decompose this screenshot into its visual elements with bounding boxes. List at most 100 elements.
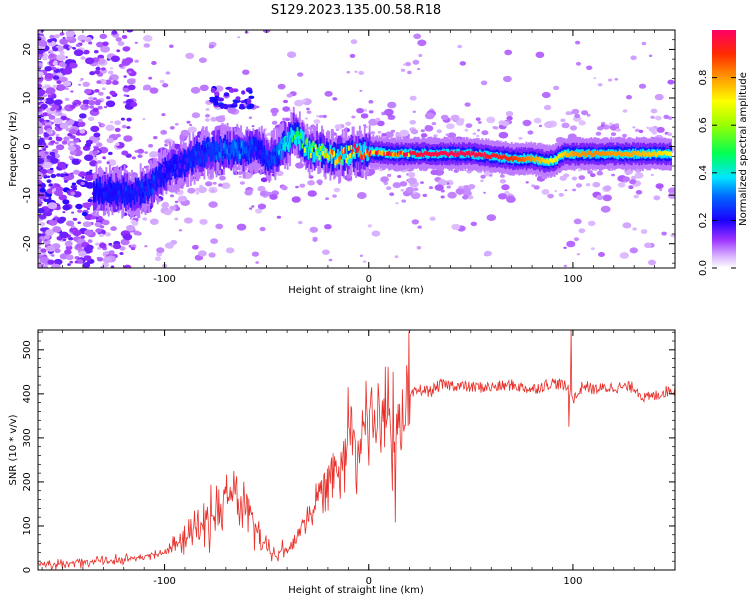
heatmap-ridge-cell — [352, 146, 355, 157]
heatmap-ridge-cell — [602, 152, 605, 156]
heatmap-ridge-cell — [491, 153, 494, 158]
heatmap-ridge-cell — [129, 188, 132, 194]
heatmap-ridge-cell — [294, 123, 296, 140]
heatmap-ridge-cell — [591, 153, 594, 158]
heatmap-ridge-cell — [416, 152, 419, 157]
spectrogram-xlabel: Height of straight line (km) — [288, 285, 424, 296]
heatmap-ridge-cell — [243, 148, 246, 159]
heatmap-ridge-cell — [140, 182, 143, 188]
heatmap-speckle — [58, 216, 67, 222]
heatmap-speckle — [191, 112, 201, 119]
heatmap-ridge-cell — [104, 183, 106, 189]
heatmap-ridge-cell — [332, 149, 334, 155]
heatmap-speckle — [380, 176, 389, 183]
heatmap-ridge-cell — [301, 130, 304, 141]
heatmap-speckle — [67, 263, 71, 266]
heatmap-speckle — [501, 120, 510, 127]
heatmap-speckle — [38, 40, 48, 47]
heatmap-ridge-cell — [354, 148, 356, 159]
heatmap-ridge-cell — [666, 151, 669, 155]
heatmap-ridge-cell — [259, 147, 262, 164]
heatmap-ridge-cell — [417, 153, 420, 157]
heatmap-ridge-cell — [327, 154, 329, 160]
heatmap-ridge-cell — [246, 145, 249, 162]
heatmap-speckle — [55, 144, 65, 151]
heatmap-speckle — [84, 229, 93, 236]
heatmap-ridge-cell — [155, 166, 158, 183]
heatmap-ridge-cell — [170, 158, 173, 169]
heatmap-speckle — [409, 95, 417, 101]
heatmap-speckle — [69, 143, 75, 147]
heatmap-speckle — [563, 264, 568, 268]
heatmap-ridge-cell — [167, 163, 170, 180]
heatmap-speckle — [108, 77, 113, 80]
heatmap-ridge-cell — [104, 184, 106, 201]
heatmap-ridge-cell — [196, 160, 198, 166]
heatmap-speckle — [79, 129, 86, 134]
heatmap-ridge-cell — [247, 149, 250, 160]
heatmap-speckle — [416, 246, 422, 250]
heatmap-ridge-cell — [431, 152, 434, 157]
heatmap-ridge-cell — [297, 134, 300, 145]
heatmap-ridge-cell — [129, 192, 132, 203]
heatmap-speckle — [210, 116, 217, 122]
heatmap-speckle — [190, 86, 201, 94]
heatmap-ridge-cell — [254, 146, 257, 157]
heatmap-ridge-cell — [241, 141, 244, 147]
heatmap-speckle — [62, 211, 66, 214]
heatmap-speckle — [208, 44, 215, 49]
heatmap-ridge-cell — [296, 128, 299, 139]
heatmap-speckle — [80, 235, 85, 239]
heatmap-ridge-cell — [321, 151, 323, 169]
heatmap-ridge-cell — [289, 135, 291, 146]
heatmap-ridge-cell — [100, 183, 103, 189]
heatmap-speckle — [102, 87, 106, 91]
heatmap-ridge-cell — [464, 153, 467, 157]
heatmap-speckle — [598, 252, 605, 257]
heatmap-speckle — [144, 245, 148, 248]
heatmap-speckle — [60, 76, 68, 83]
heatmap-speckle — [159, 79, 165, 84]
heatmap-speckle — [464, 102, 471, 107]
heatmap-speckle — [399, 181, 408, 187]
heatmap-speckle — [45, 229, 55, 236]
heatmap-speckle — [100, 124, 105, 127]
heatmap-ridge-cell — [154, 168, 157, 186]
heatmap-speckle — [53, 99, 63, 106]
heatmap-ridge-cell — [96, 188, 99, 194]
heatmap-ridge-cell — [670, 151, 672, 156]
heatmap-speckle — [75, 43, 81, 48]
heatmap-speckle — [656, 126, 665, 133]
heatmap-speckle — [653, 195, 661, 201]
heatmap-speckle — [178, 229, 182, 232]
heatmap-speckle — [593, 168, 598, 172]
heatmap-ridge-cell — [270, 137, 273, 165]
heatmap-speckle — [56, 54, 66, 61]
heatmap-speckle — [70, 172, 74, 175]
heatmap-ridge-cell — [442, 151, 445, 156]
heatmap-speckle — [484, 250, 492, 257]
heatmap-speckle — [97, 105, 103, 110]
heatmap-ridge-cell — [182, 159, 185, 165]
heatmap-ridge-cell — [513, 156, 516, 160]
heatmap-speckle — [50, 140, 56, 144]
heatmap-ridge-cell — [120, 187, 122, 198]
heatmap-blob-cell — [248, 103, 255, 109]
heatmap-ridge-cell — [98, 181, 100, 187]
heatmap-speckle — [69, 150, 77, 156]
heatmap-speckle — [527, 130, 534, 135]
heatmap-ridge-cell — [204, 144, 207, 150]
heatmap-ridge-cell — [177, 164, 180, 175]
heatmap-speckle — [71, 182, 77, 186]
heatmap-ridge-cell — [649, 153, 652, 158]
heatmap-ridge-cell — [93, 192, 95, 203]
heatmap-speckle — [72, 187, 77, 191]
x-tick-label: 100 — [563, 576, 582, 587]
heatmap-speckle — [84, 174, 94, 182]
heatmap-ridge-cell — [452, 151, 454, 156]
heatmap-ridge-cell — [405, 152, 408, 157]
heatmap-ridge-cell — [305, 145, 307, 156]
heatmap-ridge-cell — [469, 148, 472, 157]
heatmap-speckle — [51, 254, 55, 257]
